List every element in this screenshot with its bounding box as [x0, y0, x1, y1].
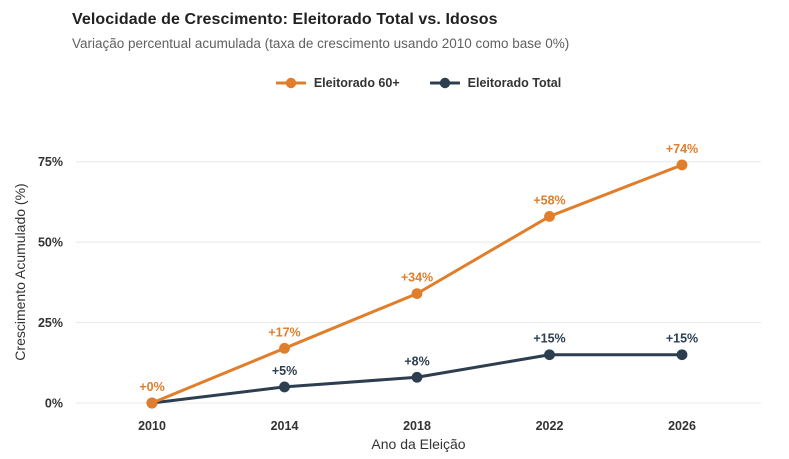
- data-point-eleitorado-60-2018[interactable]: [411, 288, 423, 300]
- legend-label: Eleitorado 60+: [313, 76, 400, 90]
- data-point-eleitorado-total-2026[interactable]: [676, 349, 688, 361]
- line-dot-marker-icon: [429, 77, 460, 89]
- chart-header: Velocidade de Crescimento: Eleitorado To…: [72, 11, 569, 51]
- y-tick-label-50: 50%: [38, 236, 63, 250]
- data-point-eleitorado-total-2022[interactable]: [544, 349, 555, 361]
- x-tick-label-2010: 2010: [138, 419, 166, 433]
- x-tick-label-2022: 2022: [536, 419, 564, 433]
- data-point-eleitorado-60-2022[interactable]: [544, 210, 555, 222]
- x-tick-label-2018: 2018: [403, 419, 431, 433]
- data-label-eleitorado-total-2014: +5%: [272, 364, 297, 378]
- data-label-eleitorado-total-2026: +15%: [666, 332, 698, 346]
- chart-title: Velocidade de Crescimento: Eleitorado To…: [72, 11, 498, 28]
- data-label-eleitorado-60-2014: +17%: [268, 325, 300, 339]
- line-dot-marker-icon: [275, 77, 306, 89]
- data-point-eleitorado-60-2010[interactable]: [146, 397, 158, 409]
- legend-item-eleitorado-60-plus[interactable]: Eleitorado 60+: [275, 76, 400, 90]
- data-label-eleitorado-60-2010: +0%: [139, 380, 164, 394]
- legend-label: Eleitorado Total: [467, 76, 562, 90]
- x-axis-title: Ano da Eleição: [371, 436, 465, 452]
- data-label-eleitorado-60-2022: +58%: [533, 193, 565, 207]
- legend-item-eleitorado-total[interactable]: Eleitorado Total: [429, 76, 562, 90]
- y-axis-title: Crescimento Acumulado (%): [12, 183, 28, 360]
- data-label-eleitorado-60-2026: +74%: [666, 142, 698, 156]
- x-tick-label-2026: 2026: [668, 419, 696, 433]
- data-point-eleitorado-total-2014[interactable]: [279, 381, 290, 393]
- x-tick-label-2014: 2014: [271, 419, 299, 433]
- data-label-eleitorado-60-2018: +34%: [401, 271, 433, 285]
- y-tick-label-75: 75%: [38, 155, 63, 169]
- data-point-eleitorado-60-2026[interactable]: [676, 159, 688, 171]
- legend: Eleitorado 60+ Eleitorado Total: [76, 76, 761, 90]
- data-label-eleitorado-total-2018: +8%: [404, 354, 429, 368]
- data-point-eleitorado-total-2018[interactable]: [411, 371, 423, 383]
- data-label-eleitorado-total-2022: +15%: [533, 332, 565, 346]
- y-tick-label-0: 0%: [45, 397, 63, 411]
- y-tick-label-25: 25%: [38, 316, 63, 330]
- data-point-eleitorado-60-2014[interactable]: [279, 342, 290, 354]
- chart-subtitle: Variação percentual acumulada (taxa de c…: [72, 36, 570, 51]
